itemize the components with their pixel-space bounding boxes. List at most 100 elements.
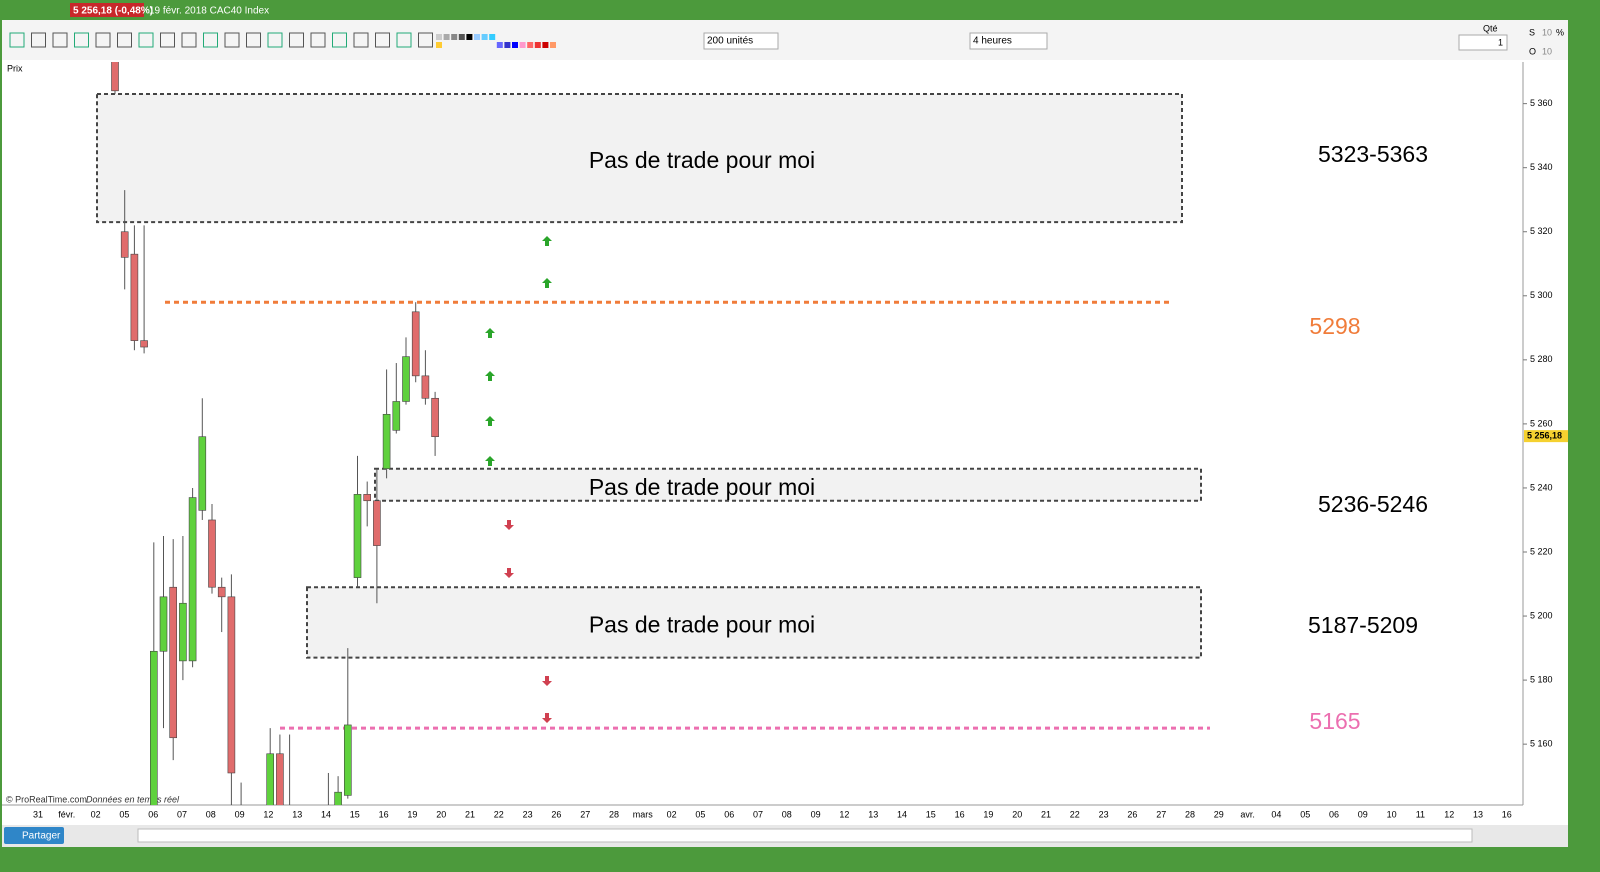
- color-swatch[interactable]: [458, 34, 465, 40]
- scrollbar[interactable]: [137, 828, 1473, 843]
- tool-button[interactable]: [267, 32, 283, 48]
- up-arrow: [542, 278, 552, 288]
- candle-body: [276, 753, 284, 805]
- y-tick-label: 5 320: [1530, 226, 1553, 236]
- color-swatch[interactable]: [512, 42, 518, 48]
- candle-body: [363, 494, 372, 502]
- x-tick-label: 12: [1444, 809, 1454, 819]
- candle-body: [411, 311, 420, 377]
- x-tick-label: 19: [983, 809, 993, 819]
- x-tick-label: 23: [1099, 809, 1109, 819]
- x-tick-label: 20: [1012, 809, 1022, 819]
- x-tick-label: 26: [551, 809, 561, 819]
- s-pct: 10: [1542, 27, 1552, 37]
- x-tick-label: 27: [580, 809, 590, 819]
- x-tick-label: 26: [1127, 809, 1137, 819]
- tool-button[interactable]: [138, 32, 154, 48]
- x-tick-label: 06: [148, 809, 158, 819]
- x-tick-label: 15: [926, 809, 936, 819]
- zone: [96, 93, 1183, 224]
- x-tick-label: 12: [263, 809, 273, 819]
- tool-button[interactable]: [52, 32, 68, 48]
- color-swatch[interactable]: [481, 34, 488, 40]
- x-tick-label: 02: [667, 809, 677, 819]
- color-swatch[interactable]: [542, 42, 549, 48]
- candle-body: [227, 596, 236, 774]
- tool-button[interactable]: [310, 32, 326, 48]
- units: 200 unités: [707, 36, 753, 47]
- color-swatch[interactable]: [451, 34, 458, 40]
- tool-button[interactable]: [160, 32, 175, 48]
- down-arrow: [542, 713, 552, 723]
- y-tick-label: 5 200: [1530, 610, 1553, 620]
- color-swatch[interactable]: [436, 42, 442, 48]
- tool-button[interactable]: [224, 32, 240, 48]
- qty-label: Qté: [1483, 23, 1498, 33]
- share-button[interactable]: [4, 827, 64, 844]
- color-swatch[interactable]: [504, 42, 511, 48]
- candle-body: [140, 340, 148, 348]
- x-tick-label: 16: [379, 809, 389, 819]
- x-tick-label: 13: [1473, 809, 1483, 819]
- down-arrow: [504, 520, 514, 530]
- y-tick-label: 5 340: [1530, 162, 1553, 172]
- x-tick-label: 05: [695, 809, 705, 819]
- x-tick-label: févr.: [58, 809, 75, 819]
- candle-body: [169, 586, 177, 739]
- x-tick-label: 07: [177, 809, 187, 819]
- last-price-label: 5 256,18: [1527, 431, 1562, 441]
- tool-button[interactable]: [95, 32, 111, 48]
- up-arrow: [485, 328, 495, 338]
- quote-box: [70, 3, 144, 17]
- x-tick-label: 13: [292, 809, 302, 819]
- color-swatch[interactable]: [534, 42, 541, 48]
- color-swatch[interactable]: [550, 42, 556, 48]
- period-select[interactable]: [969, 32, 1048, 50]
- tool-button[interactable]: [246, 32, 261, 48]
- x-tick-label: 09: [1358, 809, 1368, 819]
- qty-input[interactable]: [1458, 34, 1508, 51]
- tool-button[interactable]: [289, 32, 304, 48]
- tool-button[interactable]: [375, 32, 390, 48]
- candle-body: [198, 436, 207, 511]
- down-arrow: [542, 676, 552, 686]
- tool-button[interactable]: [31, 32, 46, 48]
- pct: %: [1556, 27, 1564, 37]
- up-arrow: [485, 416, 495, 426]
- x-tick-label: 09: [235, 809, 245, 819]
- up-arrow: [485, 371, 495, 381]
- tool-button[interactable]: [203, 32, 218, 48]
- zone: [374, 467, 1202, 502]
- y-tick-label: 5 300: [1530, 290, 1553, 300]
- color-swatch[interactable]: [496, 42, 503, 48]
- color-swatch[interactable]: [474, 34, 480, 40]
- x-tick-label: avr.: [1240, 809, 1255, 819]
- zone-text: Pas de trade pour moi: [589, 474, 815, 500]
- units-select[interactable]: [703, 32, 779, 50]
- toolbar: [2, 20, 1568, 60]
- y-tick-label: 5 160: [1530, 739, 1553, 749]
- x-tick-label: 06: [1329, 809, 1339, 819]
- tool-button[interactable]: [181, 32, 197, 48]
- color-swatch[interactable]: [519, 42, 526, 48]
- x-tick-label: 05: [119, 809, 129, 819]
- zone-label: 5236-5246: [1318, 491, 1428, 517]
- tool-button[interactable]: [9, 32, 25, 48]
- x-tick-label: 23: [523, 809, 533, 819]
- level-label: 5165: [1309, 708, 1360, 734]
- tool-button[interactable]: [74, 32, 89, 48]
- color-swatch[interactable]: [489, 34, 496, 40]
- tool-button[interactable]: [117, 32, 132, 48]
- x-tick-label: 27: [1156, 809, 1166, 819]
- x-tick-label: 10: [1387, 809, 1397, 819]
- price-label: Prix: [7, 63, 23, 73]
- tool-button[interactable]: [332, 32, 347, 48]
- color-swatch[interactable]: [466, 34, 473, 40]
- color-swatch[interactable]: [443, 34, 450, 40]
- color-swatch[interactable]: [436, 34, 442, 40]
- candle-body: [179, 602, 187, 662]
- color-swatch[interactable]: [527, 42, 534, 48]
- tool-button[interactable]: [353, 32, 369, 48]
- tool-button[interactable]: [418, 32, 433, 48]
- tool-button[interactable]: [396, 32, 412, 48]
